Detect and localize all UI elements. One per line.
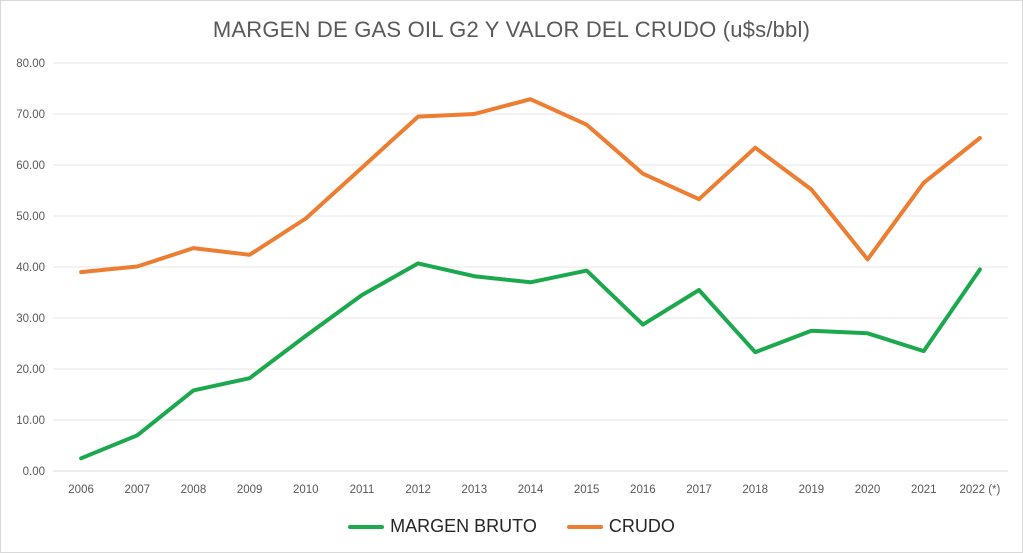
x-axis-tick-label: 2007 — [124, 484, 150, 496]
line-swatch-icon — [566, 524, 603, 529]
y-axis-tick-label: 30.00 — [16, 313, 45, 325]
y-axis-tick-label: 10.00 — [16, 415, 45, 427]
legend-item-crudo: CRUDO — [566, 516, 675, 537]
line-swatch-icon — [348, 524, 385, 529]
x-axis-tick-label: 2006 — [68, 484, 94, 496]
y-axis-tick-label: 70.00 — [16, 109, 45, 121]
chart-legend: MARGEN BRUTO CRUDO — [1, 516, 1022, 537]
chart-title: MARGEN DE GAS OIL G2 Y VALOR DEL CRUDO (… — [212, 17, 811, 42]
x-axis-tick-label: 2019 — [799, 484, 825, 496]
y-axis-tick-label: 20.00 — [16, 364, 45, 376]
legend-label: MARGEN BRUTO — [390, 516, 537, 536]
y-axis-tick-label: 60.00 — [16, 160, 45, 172]
y-axis-tick-label: 40.00 — [16, 262, 45, 274]
x-axis-tick-label: 2017 — [686, 484, 712, 496]
x-axis-tick-label: 2022 (*) — [959, 484, 1000, 496]
series-line-margen-bruto — [79, 261, 982, 461]
x-axis-tick-label: 2021 — [911, 484, 937, 496]
x-axis-tick-label: 2018 — [742, 484, 768, 496]
y-axis-tick-label: 0.00 — [23, 466, 45, 478]
y-axis-tick-label: 80.00 — [16, 58, 45, 70]
x-axis-tick-label: 2011 — [350, 484, 375, 496]
x-axis-tick-label: 2008 — [181, 484, 207, 496]
x-axis-tick-label: 2010 — [293, 484, 319, 496]
y-axis-tick-label: 50.00 — [16, 211, 45, 223]
x-axis-tick-label: 2016 — [630, 484, 656, 496]
legend-item-margen-bruto: MARGEN BRUTO — [348, 516, 537, 537]
x-axis-tick-label: 2020 — [855, 484, 881, 496]
x-axis-tick-label: 2012 — [405, 484, 431, 496]
legend-label: CRUDO — [608, 516, 675, 536]
x-axis-tick-label: 2013 — [462, 484, 488, 496]
series-line-crudo — [79, 97, 982, 275]
x-axis-tick-label: 2015 — [574, 484, 600, 496]
x-axis-tick-label: 2009 — [237, 484, 263, 496]
x-axis-tick-label: 2014 — [518, 484, 544, 496]
